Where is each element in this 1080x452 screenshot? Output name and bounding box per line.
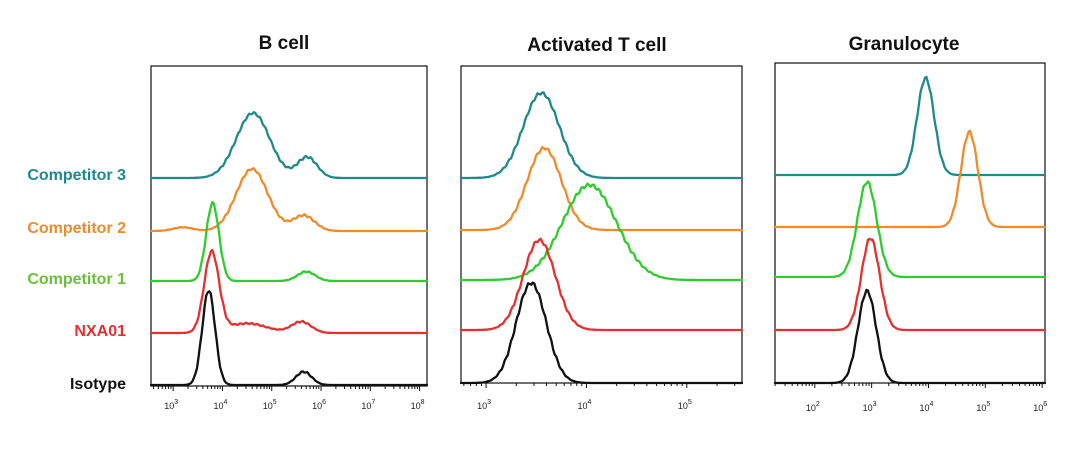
x-tick-label: 104 xyxy=(920,401,934,413)
x-tick-label-base: 10 xyxy=(806,403,816,413)
x-tick-label: 106 xyxy=(312,399,326,411)
x-tick-label-base: 10 xyxy=(312,401,322,411)
x-tick-label: 103 xyxy=(477,399,491,411)
series-curve-isotype xyxy=(459,281,744,385)
series-curves xyxy=(459,91,744,385)
row-labels: Competitor 3 Competitor 2 Competitor 1 N… xyxy=(27,167,126,393)
row-label-competitor-3: Competitor 3 xyxy=(27,167,126,184)
x-tick-label-exponent: 3 xyxy=(487,399,491,406)
x-tick-label: 105 xyxy=(976,401,990,413)
x-tick-label-exponent: 5 xyxy=(273,399,277,406)
x-tick-label-base: 10 xyxy=(920,403,930,413)
x-tick-label-exponent: 2 xyxy=(816,401,820,408)
series-curve-nxa01 xyxy=(459,237,744,332)
series-curve-isotype xyxy=(773,288,1047,385)
x-tick-label-exponent: 4 xyxy=(224,399,228,406)
x-tick-label-base: 10 xyxy=(577,401,587,411)
x-axis-ticks: 103 104 105 106 107 108 xyxy=(153,386,425,411)
x-tick-label-base: 10 xyxy=(863,403,873,413)
x-tick-label: 104 xyxy=(214,399,228,411)
x-tick-label-exponent: 5 xyxy=(688,399,692,406)
panel-title: B cell xyxy=(259,33,310,54)
series-curve-competitor-1 xyxy=(459,182,744,282)
x-tick-label: 105 xyxy=(263,399,277,411)
x-tick-label-base: 10 xyxy=(361,401,371,411)
series-curve-isotype xyxy=(149,290,429,387)
plot-frame xyxy=(774,62,1046,384)
x-tick-label: 108 xyxy=(411,399,425,411)
plot-frame xyxy=(150,65,428,387)
x-tick-label-exponent: 4 xyxy=(930,401,934,408)
x-axis-ticks: 103 104 105 xyxy=(463,383,736,411)
panel-granulocyte: Granulocyte 102 103 104 105 106 xyxy=(773,34,1047,413)
x-tick-label: 102 xyxy=(806,401,820,413)
row-label-competitor-2: Competitor 2 xyxy=(27,220,126,237)
x-tick-label: 103 xyxy=(164,399,178,411)
series-curves xyxy=(773,75,1047,385)
series-curve-competitor-2 xyxy=(459,146,744,232)
x-tick-label-base: 10 xyxy=(411,401,421,411)
x-tick-label: 107 xyxy=(361,399,375,411)
x-tick-label-base: 10 xyxy=(678,401,688,411)
x-tick-label: 103 xyxy=(863,401,877,413)
series-curve-competitor-2 xyxy=(773,129,1047,229)
x-tick-label-exponent: 6 xyxy=(1043,401,1047,408)
x-tick-label-base: 10 xyxy=(214,401,224,411)
series-curve-competitor-1 xyxy=(773,180,1047,279)
panel-activated-t-cell: Activated T cell 103 104 105 xyxy=(459,35,744,411)
x-tick-label-base: 10 xyxy=(164,401,174,411)
x-tick-label-base: 10 xyxy=(1033,403,1043,413)
x-tick-label-base: 10 xyxy=(477,401,487,411)
row-label-competitor-1: Competitor 1 xyxy=(27,271,126,288)
x-tick-label: 105 xyxy=(678,399,692,411)
series-curves xyxy=(149,111,429,387)
panel-b-cell: B cell 103 104 105 106 107 108 xyxy=(149,33,429,411)
panel-title: Granulocyte xyxy=(849,34,960,55)
x-tick-label-exponent: 4 xyxy=(588,399,592,406)
series-curve-nxa01 xyxy=(149,248,429,335)
x-tick-label-base: 10 xyxy=(263,401,273,411)
x-tick-label-exponent: 7 xyxy=(371,399,375,406)
row-label-isotype: Isotype xyxy=(70,376,126,393)
series-curve-nxa01 xyxy=(773,237,1047,332)
x-tick-label-exponent: 5 xyxy=(986,401,990,408)
x-tick-label: 106 xyxy=(1033,401,1047,413)
x-tick-label-base: 10 xyxy=(976,403,986,413)
series-curve-competitor-2 xyxy=(149,167,429,233)
x-tick-label-exponent: 8 xyxy=(421,399,425,406)
series-curve-competitor-3 xyxy=(773,75,1047,177)
x-tick-label: 104 xyxy=(577,399,591,411)
series-curve-competitor-3 xyxy=(149,111,429,180)
series-curve-competitor-1 xyxy=(149,200,429,283)
row-label-nxa01: NXA01 xyxy=(74,323,126,340)
x-tick-label-exponent: 6 xyxy=(322,399,326,406)
series-curve-competitor-3 xyxy=(459,91,744,180)
x-axis-ticks: 102 103 104 105 106 xyxy=(774,383,1047,413)
panel-title: Activated T cell xyxy=(527,35,666,56)
x-tick-label-exponent: 3 xyxy=(174,399,178,406)
x-tick-label-exponent: 3 xyxy=(873,401,877,408)
